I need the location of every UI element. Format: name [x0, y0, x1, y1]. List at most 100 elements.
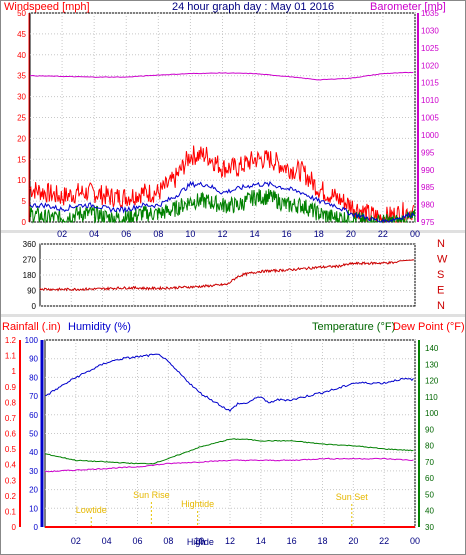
hour-tick-label: 16: [287, 536, 297, 546]
wind-tick-label: 15: [17, 155, 26, 164]
barometer-tick-label: 1030: [421, 26, 439, 35]
barometer-tick-label: 1025: [421, 44, 439, 53]
rain-tick-label: 0.4: [5, 461, 17, 470]
series-wind-direction: [39, 259, 415, 292]
hour-tick-label: 02: [57, 229, 67, 239]
rain-tick-label: 0.6: [5, 430, 17, 439]
wind-tick-label: 10: [17, 176, 26, 185]
hour-tick-label: 18: [317, 536, 327, 546]
wind-barometer-panel: 0510152025303540455097598098599099510001…: [17, 9, 439, 239]
direction-tick-label: 270: [23, 256, 37, 265]
temperature-tick-label: 110: [425, 393, 438, 402]
series-wind-mean: [29, 180, 416, 224]
temperature-tick-label: 50: [425, 490, 434, 499]
humidity-tick-label: 70: [29, 392, 38, 401]
rain-tick-label: 0.8: [5, 398, 17, 407]
direction-tick-label: 0: [32, 302, 37, 311]
humidity-tick-label: 30: [29, 467, 38, 476]
humidity-tick-label: 90: [29, 355, 38, 364]
wind-tick-label: 50: [17, 9, 26, 18]
compass-label: S: [437, 269, 444, 281]
wind-tick-label: 30: [17, 93, 26, 102]
humidity-temperature-panel: 010203040506070809010000.10.20.30.40.50.…: [5, 336, 439, 547]
series-dew-point: [44, 457, 414, 473]
wind-tick-label: 40: [17, 51, 26, 60]
windspeed-axis-title: Windspeed [mph]: [4, 1, 90, 13]
humidity-tick-label: 10: [29, 504, 38, 513]
barometer-tick-label: 990: [421, 166, 435, 175]
divider-1: [1, 230, 465, 233]
wind-tick-label: 25: [17, 114, 26, 123]
rain-tick-label: 0: [12, 523, 17, 532]
barometer-tick-label: 1015: [421, 79, 439, 88]
hour-tick-label: 10: [185, 229, 195, 239]
wind-tick-label: 45: [17, 30, 26, 39]
rain-tick-label: 0.3: [5, 476, 17, 485]
chart-title: 24 hour graph day : May 01 2016: [172, 1, 334, 13]
rain-tick-label: 1.2: [5, 336, 17, 345]
rain-tick-label: 1: [12, 367, 17, 376]
barometer-tick-label: 1035: [421, 9, 439, 18]
hour-tick-label: 10: [194, 536, 204, 546]
hour-tick-label: 04: [89, 229, 99, 239]
wind-tick-label: 35: [17, 72, 26, 81]
temperature-tick-label: 30: [425, 523, 434, 532]
series-windspeed: [29, 145, 415, 224]
annotation-label: Sun Set: [336, 492, 369, 502]
temperature-tick-label: 80: [425, 442, 434, 451]
annotation-label: High: [187, 537, 206, 547]
barometer-axis-title: Barometer [mb]: [370, 1, 446, 13]
barometer-tick-label: 1005: [421, 114, 439, 123]
hour-tick-label: 20: [346, 229, 356, 239]
series-barometer: [29, 71, 414, 81]
temperature-tick-label: 40: [425, 507, 434, 516]
barometer-tick-label: 1010: [421, 96, 439, 105]
annotation-label: Tide: [197, 537, 214, 547]
hour-tick-label: 00: [410, 536, 420, 546]
humidity-tick-label: 20: [29, 486, 38, 495]
humidity-tick-label: 0: [34, 523, 39, 532]
humidity-axis-title: Humidity (%): [68, 321, 131, 333]
temperature-axis-title: Temperature (°F): [312, 321, 395, 333]
hour-tick-label: 16: [282, 229, 292, 239]
hour-tick-label: 14: [250, 229, 260, 239]
hour-tick-label: 06: [132, 536, 142, 546]
hour-tick-label: 06: [121, 229, 131, 239]
barometer-tick-label: 980: [421, 201, 435, 210]
barometer-tick-label: 1000: [421, 131, 439, 140]
hour-tick-label: 14: [256, 536, 266, 546]
humidity-tick-label: 80: [29, 373, 38, 382]
humidity-tick-label: 50: [29, 430, 38, 439]
wind-tick-label: 5: [22, 197, 27, 206]
annotation-label: Hightide: [181, 499, 214, 509]
temperature-tick-label: 90: [425, 425, 434, 434]
hour-tick-label: 08: [163, 536, 173, 546]
wind-tick-label: 20: [17, 134, 26, 143]
compass-label: W: [437, 254, 448, 266]
annotation-label: Sun Rise: [133, 490, 170, 500]
humidity-tick-label: 40: [29, 448, 38, 457]
series-temperature: [44, 438, 414, 465]
barometer-tick-label: 1020: [421, 61, 439, 70]
rain-tick-label: 0.2: [5, 492, 17, 501]
hour-tick-label: 02: [71, 536, 81, 546]
temperature-tick-label: 100: [425, 409, 439, 418]
temperature-tick-label: 130: [425, 360, 439, 369]
compass-label: N: [437, 238, 445, 250]
hour-tick-label: 22: [379, 536, 389, 546]
barometer-tick-label: 985: [421, 183, 435, 192]
hour-tick-label: 18: [314, 229, 324, 239]
barometer-tick-label: 995: [421, 148, 435, 157]
hour-tick-label: 12: [225, 536, 235, 546]
humidity-tick-label: 100: [25, 336, 39, 345]
temperature-tick-label: 70: [425, 458, 434, 467]
rain-tick-label: 0.9: [5, 383, 17, 392]
compass-label: N: [437, 300, 445, 312]
rainfall-axis-title: Rainfall (.in): [2, 321, 61, 333]
temperature-tick-label: 120: [425, 377, 439, 386]
rain-tick-label: 0.1: [5, 507, 17, 516]
direction-tick-label: 90: [27, 287, 36, 296]
